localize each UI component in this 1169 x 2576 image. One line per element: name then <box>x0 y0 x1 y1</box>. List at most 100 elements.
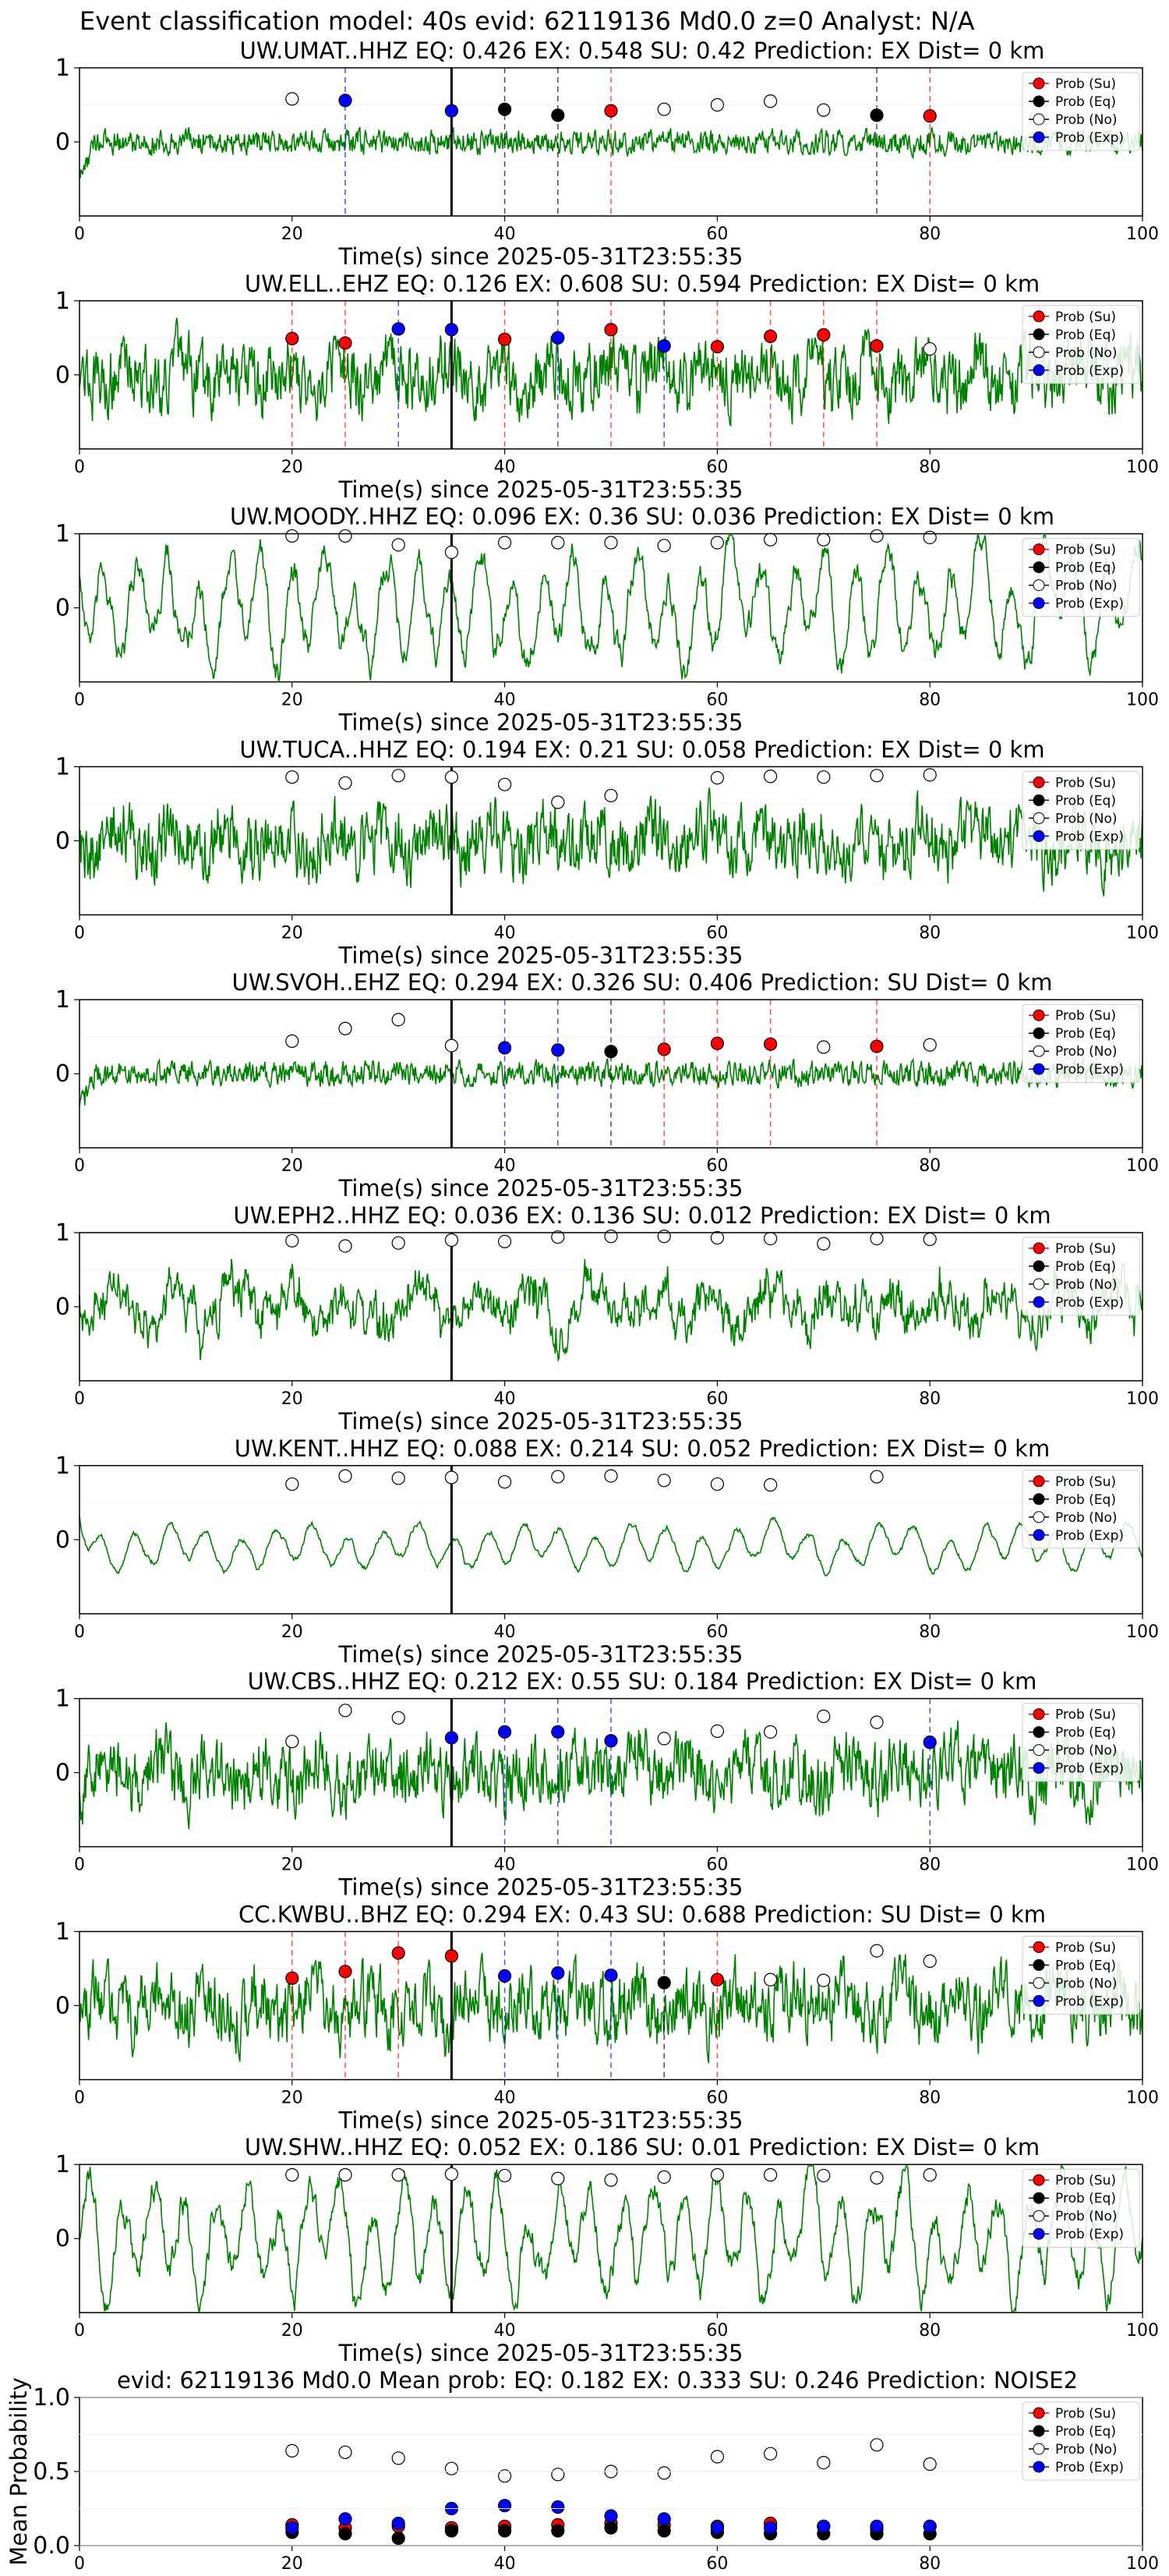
legend: Prob (Su) Prob (Eq) Prob (No) Prob (Exp) <box>1022 305 1140 384</box>
prob-marker-su <box>391 1946 405 1960</box>
legend-marker-eq <box>1033 2425 1045 2437</box>
panel-6: UW.EPH2..HHZ EQ: 0.036 EX: 0.136 SU: 0.0… <box>79 1202 1143 1435</box>
x-tick-label: 80 <box>919 691 941 710</box>
prob-marker-no <box>285 1233 299 1248</box>
legend-marker-eq <box>1033 561 1045 574</box>
x-tick-label: 0 <box>74 1389 85 1409</box>
axes-frame: 0 20 40 60 80 100 0 1 <box>55 2151 1159 2341</box>
prob-marker-no <box>817 1040 831 1054</box>
prob-marker-no <box>604 788 618 803</box>
x-tick-label: 80 <box>919 225 941 244</box>
prob-marker-no <box>285 92 299 106</box>
mean-marker-exp <box>391 2516 405 2531</box>
x-tick-label: 100 <box>1126 1856 1159 1875</box>
prob-marker-no <box>604 2173 618 2187</box>
panel-title: UW.KENT..HHZ EQ: 0.088 EX: 0.214 SU: 0.0… <box>235 1435 1050 1462</box>
prob-marker-no <box>710 1724 725 1738</box>
x-tick-label: 0 <box>74 2554 85 2573</box>
x-axis-label: Time(s) since 2025-05-31T23:55:35 <box>338 243 743 270</box>
x-axis-label: Time(s) since 2025-05-31T23:55:35 <box>338 1641 743 1668</box>
legend-label: Prob (Eq) <box>1055 94 1116 110</box>
prob-marker-no <box>391 1471 405 1485</box>
prob-marker-no <box>657 102 671 116</box>
prob-marker-no <box>604 1469 618 1483</box>
legend-marker-exp <box>1033 1063 1045 1075</box>
legend-frame <box>1022 305 1140 384</box>
panel-5: UW.SVOH..EHZ EQ: 0.294 EX: 0.326 SU: 0.4… <box>79 969 1143 1201</box>
x-tick-label: 80 <box>919 1389 941 1409</box>
mean-marker-no <box>657 2466 671 2480</box>
x-tick-label: 60 <box>706 2088 728 2107</box>
prob-marker-su <box>444 1949 459 1963</box>
legend-label: Prob (No) <box>1055 1976 1118 1991</box>
legend-marker-su <box>1033 310 1045 323</box>
x-tick-label: 20 <box>281 691 303 710</box>
legend-label: Prob (Eq) <box>1055 327 1116 343</box>
prob-marker-no <box>870 1715 884 1729</box>
prob-marker-no <box>285 1735 299 1749</box>
mean-marker-exp <box>551 2500 565 2514</box>
x-tick-label: 80 <box>919 923 941 943</box>
legend: Prob (Su) Prob (Eq) Prob (No) Prob (Exp) <box>1022 1470 1140 1549</box>
axes-frame: 0 20 40 60 80 100 0 1 <box>55 986 1159 1176</box>
prob-marker-no <box>870 2171 884 2185</box>
prob-marker-no <box>923 1038 937 1052</box>
legend-label: Prob (Exp) <box>1055 1528 1124 1544</box>
x-tick-label: 0 <box>74 2321 85 2341</box>
prob-marker-no <box>870 529 884 543</box>
legend-marker-no <box>1033 2210 1045 2222</box>
legend-marker-exp <box>1033 1296 1045 1308</box>
prob-marker-no <box>444 770 459 784</box>
prob-marker-no <box>497 536 512 550</box>
legend-marker-exp <box>1033 131 1045 143</box>
legend: Prob (Su) Prob (Eq) Prob (No) Prob (Exp) <box>1022 1003 1140 1083</box>
panel-title: evid: 62119136 Md0.0 Mean prob: EQ: 0.18… <box>117 2367 1078 2394</box>
legend-frame <box>1022 1237 1140 1316</box>
prob-marker-eq <box>657 1976 671 1990</box>
prob-marker-su <box>285 331 299 345</box>
legend-label: Prob (Exp) <box>1055 1062 1124 1077</box>
x-tick-label: 20 <box>281 1389 303 1409</box>
prob-marker-exp <box>657 339 671 353</box>
axes-frame: 0 20 40 60 80 100 0 1 <box>55 753 1159 943</box>
x-axis-label: Time(s) since 2025-05-31T23:55:35 <box>338 1874 743 1901</box>
page-title: Event classification model: 40s evid: 62… <box>79 6 975 36</box>
x-tick-label: 60 <box>706 923 728 943</box>
mean-marker-no <box>763 2447 778 2461</box>
panel-title: UW.UMAT..HHZ EQ: 0.426 EX: 0.548 SU: 0.4… <box>240 37 1045 64</box>
legend-label: Prob (Su) <box>1055 2406 1116 2422</box>
y-tick-label: 0 <box>55 129 70 156</box>
x-tick-label: 80 <box>919 1856 941 1875</box>
mean-marker-eq <box>657 2524 671 2538</box>
prob-marker-su <box>657 1042 671 1056</box>
y-tick-label: 0.0 <box>33 2532 70 2560</box>
legend-label: Prob (Exp) <box>1055 363 1124 379</box>
x-tick-label: 0 <box>74 1156 85 1176</box>
panel-2: UW.ELL..EHZ EQ: 0.126 EX: 0.608 SU: 0.59… <box>79 271 1143 503</box>
prob-marker-no <box>710 1477 725 1491</box>
mean-marker-no <box>497 2469 512 2483</box>
waveform-trace <box>79 126 1143 179</box>
mean-marker-eq <box>497 2524 512 2538</box>
prob-marker-exp <box>551 1725 565 1739</box>
prob-marker-no <box>338 1239 352 1253</box>
x-axis-label: Time(s) since 2025-05-31T23:55:35 <box>338 942 743 968</box>
x-tick-label: 0 <box>74 691 85 710</box>
mean-marker-eq <box>551 2524 565 2538</box>
legend-label: Prob (Su) <box>1055 310 1116 325</box>
prob-marker-no <box>551 1230 565 1244</box>
prob-marker-exp <box>444 1731 459 1745</box>
x-tick-label: 20 <box>281 1156 303 1176</box>
mean-marker-no <box>338 2445 352 2459</box>
x-tick-label: 40 <box>494 1389 516 1409</box>
y-tick-label: 1 <box>55 2151 70 2178</box>
panel-11: evid: 62119136 Md0.0 Mean prob: EQ: 0.18… <box>5 2367 1078 2566</box>
prob-marker-no <box>551 2171 565 2185</box>
x-tick-label: 100 <box>1126 225 1159 244</box>
legend-label: Prob (Exp) <box>1055 829 1124 844</box>
mean-marker-no <box>444 2461 459 2475</box>
axes-frame: 0 20 40 60 80 100 0 1 <box>55 521 1159 710</box>
prob-marker-no <box>763 533 778 547</box>
prob-marker-exp <box>444 323 459 337</box>
